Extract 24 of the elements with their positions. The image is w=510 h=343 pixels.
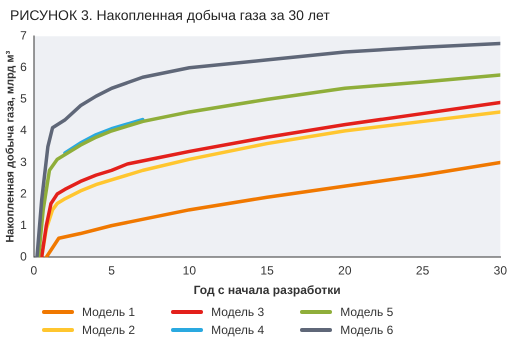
x-tick-label: 25 [416,264,430,278]
y-tick-label: 0 [20,250,28,264]
x-tick-label: 10 [182,264,196,278]
x-tick-label: 5 [108,264,116,278]
legend-label: Модель 3 [211,305,264,319]
y-tick-label: 1 [20,218,28,232]
y-tick-label: 3 [20,154,28,169]
chart-title: РИСУНОК 3. Накопленная добыча газа за 30 лет [10,7,330,23]
x-tick-label: 0 [30,264,38,278]
y-tick-label: 5 [20,92,28,106]
legend-label: Модель 2 [82,323,136,337]
y-tick-label: 2 [20,186,28,200]
x-tick-label: 15 [260,264,274,278]
legend-label: Модель 6 [340,323,394,337]
legend-label: Модель 4 [211,323,264,337]
y-tick-label: 7 [20,28,28,43]
legend-label: Модель 1 [82,305,136,319]
x-tick-label: 20 [338,264,352,278]
legend-label: Модель 5 [340,305,394,319]
y-tick-label: 4 [20,123,28,138]
y-axis-title: Накопленная добыча газа, млрд м³ [4,50,17,243]
x-axis-title: Год с начала разработки [194,283,341,298]
x-tick-label: 30 [494,264,508,278]
y-tick-label: 6 [20,60,28,74]
